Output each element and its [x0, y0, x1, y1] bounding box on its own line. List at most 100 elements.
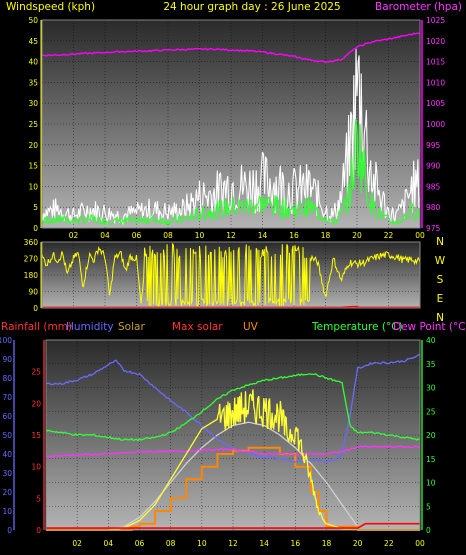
temperature-line [45, 373, 421, 442]
direction-tick-label: 360 [24, 238, 39, 247]
wind-tick-label: 5 [33, 203, 38, 212]
solar-panel-series [45, 354, 421, 531]
wind-tick-label: 10 [28, 182, 38, 191]
baro-tick-label: 1000 [426, 120, 445, 129]
wind-x-tick-label: 12 [226, 231, 236, 240]
rain-tick-label: 10 [31, 463, 41, 472]
baro-tick-label: 1020 [426, 37, 445, 46]
rain-tick-label: 0 [36, 526, 41, 535]
wind-x-tick-label: 04 [100, 231, 110, 240]
solar-x-tick-label: 22 [384, 539, 394, 548]
solar-x-tick-label: 06 [135, 539, 145, 548]
solar-legend: Solar [118, 321, 145, 333]
temp-tick-label: 40 [426, 336, 436, 345]
wind-x-tick-label: 06 [132, 231, 142, 240]
solar-x-tick-label: 08 [166, 539, 176, 548]
wind-x-tick-label: 00 [415, 231, 425, 240]
baro-tick-label: 1005 [426, 99, 445, 108]
windspeed-axis-title: Windspeed (kph) [6, 1, 95, 13]
direction-y-axis: 0 90 180 270 360 [24, 238, 42, 313]
humidity-tick-label: 60 [2, 412, 12, 421]
solar-x-tick-label: 12 [228, 539, 238, 548]
temp-y-axis: 0 5 10 15 20 25 30 35 40 [421, 336, 436, 535]
wind-direction-line [41, 242, 421, 308]
compass-label: S [437, 274, 444, 286]
solar-x-tick-label: 02 [72, 539, 82, 548]
max-solar-legend: Max solar [172, 321, 223, 333]
wind-tick-label: 0 [33, 224, 38, 233]
wind-panel-series [41, 32, 421, 227]
wind-x-tick-label: 08 [163, 231, 173, 240]
compass-label: N [436, 236, 444, 248]
baro-tick-label: 990 [426, 162, 441, 171]
direction-tick-label: 90 [28, 288, 38, 297]
humidity-tick-label: 80 [2, 374, 12, 383]
rain-tick-label: 25 [31, 368, 41, 377]
rain-y-axis: 0 5 10 15 20 25 [31, 340, 45, 535]
wind-y-axis: 0 5 10 15 20 25 30 35 40 45 50 [28, 16, 42, 233]
uv-line [46, 446, 420, 531]
humidity-tick-label: 50 [2, 431, 12, 440]
wind-tick-label: 40 [28, 58, 38, 67]
baro-tick-label: 1010 [426, 78, 445, 87]
direction-tick-label: 180 [24, 271, 39, 280]
compass-label: N [436, 312, 444, 324]
temp-tick-label: 10 [426, 479, 436, 488]
rain-tick-label: 5 [36, 494, 41, 503]
temp-tick-label: 30 [426, 384, 436, 393]
humidity-tick-label: 40 [2, 450, 12, 459]
wind-x-tick-label: 10 [195, 231, 205, 240]
humidity-legend: Humidity [66, 321, 114, 333]
graph-title: 24 hour graph day : 26 June 2025 [163, 1, 340, 13]
solar-x-tick-label: 16 [291, 539, 301, 548]
humidity-tick-label: 30 [2, 469, 12, 478]
temp-tick-label: 25 [426, 407, 436, 416]
uv-legend: UV [243, 321, 259, 333]
wind-x-tick-label: 22 [384, 231, 394, 240]
direction-tick-label: 0 [33, 304, 38, 313]
solar-x-axis: 02 04 06 08 10 12 14 16 18 20 22 00 [72, 539, 425, 548]
humidity-y-axis: 0 10 20 30 40 50 60 70 80 90 100 [0, 336, 15, 535]
baro-tick-label: 1025 [426, 16, 445, 25]
wind-tick-label: 20 [28, 141, 38, 150]
baro-y-axis: 975 980 985 990 995 1000 1005 1010 1015 1020 1025 [421, 16, 445, 233]
wind-avg-line [41, 119, 421, 227]
rain-tick-label: 15 [31, 431, 41, 440]
solar-line [108, 389, 358, 531]
baro-tick-label: 980 [426, 203, 441, 212]
temperature-axis-title: Temperature (°C) [311, 321, 403, 333]
wind-tick-label: 25 [28, 120, 38, 129]
solar-x-tick-label: 20 [353, 539, 363, 548]
temp-tick-label: 35 [426, 360, 436, 369]
rain-tick-label: 20 [31, 399, 41, 408]
solar-x-tick-label: 18 [322, 539, 332, 548]
direction-tick-label: 270 [24, 255, 39, 264]
temp-tick-label: 20 [426, 431, 436, 440]
compass-label: E [437, 293, 444, 305]
humidity-tick-label: 70 [2, 393, 12, 402]
wind-tick-label: 45 [28, 37, 38, 46]
solar-x-tick-label: 00 [415, 539, 425, 548]
humidity-tick-label: 90 [2, 355, 12, 364]
wind-tick-label: 30 [28, 99, 38, 108]
rainfall-axis-title: Rainfall (mm) [1, 321, 72, 333]
wind-tick-label: 35 [28, 78, 38, 87]
solar-x-tick-label: 14 [259, 539, 269, 548]
baro-tick-label: 985 [426, 182, 441, 191]
solar-x-tick-label: 10 [197, 539, 207, 548]
humidity-tick-label: 10 [2, 507, 12, 516]
humidity-tick-label: 100 [0, 336, 12, 345]
wind-tick-label: 50 [28, 16, 38, 25]
compass-label: W [435, 255, 446, 267]
wind-x-axis: 02 04 06 08 10 12 14 16 18 20 22 00 [69, 231, 425, 240]
wind-x-tick-label: 18 [321, 231, 331, 240]
wind-x-tick-label: 14 [258, 231, 268, 240]
temp-tick-label: 5 [426, 502, 431, 511]
dew-point-legend: Dew Point (°C) [393, 321, 466, 333]
wind-x-tick-label: 20 [352, 231, 362, 240]
max-solar-line [108, 421, 359, 531]
temp-tick-label: 15 [426, 455, 436, 464]
dew-point-line [45, 445, 421, 458]
